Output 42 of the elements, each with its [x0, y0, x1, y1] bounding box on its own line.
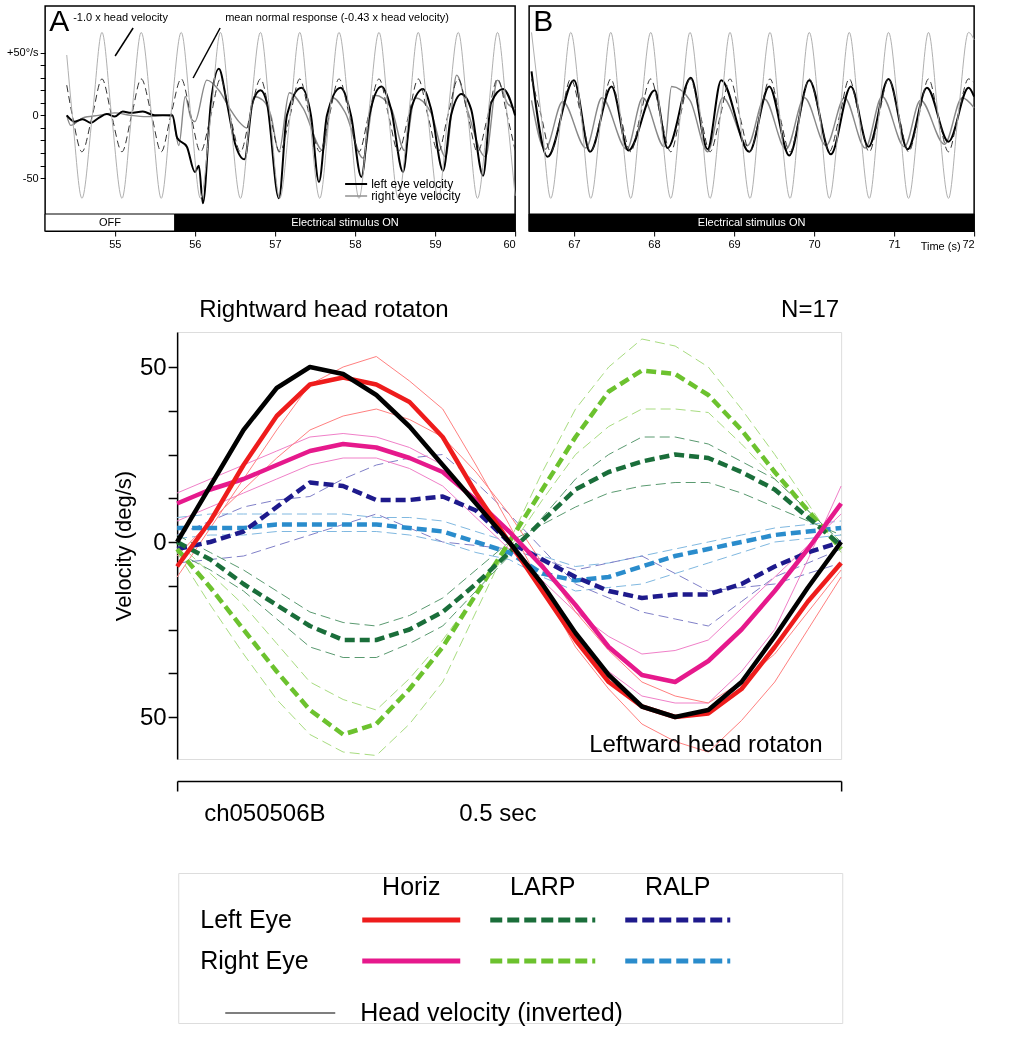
y-tick-label: 0: [153, 527, 167, 555]
line-series: [174, 522, 844, 583]
line-series: [176, 513, 842, 567]
band-label: OFF: [98, 215, 122, 228]
x-tick-label: 67: [568, 237, 581, 250]
text: Left Eye: [200, 905, 292, 933]
y-tick-label: 50: [139, 702, 167, 730]
x-tick-label: 56: [189, 237, 202, 250]
text: Right Eye: [200, 946, 309, 974]
annotation: A: [49, 4, 70, 37]
y-tick-label: +50°/s: [7, 46, 40, 59]
text: LARP: [510, 872, 576, 900]
y-tick-label: 50: [139, 352, 167, 380]
band-label: Electrical stimulus ON: [697, 215, 806, 228]
x-tick-label: 57: [269, 237, 282, 250]
x-tick-label: 71: [888, 237, 901, 250]
text: Rightward head rotaton: [199, 295, 449, 322]
x-tick-label: 70: [808, 237, 821, 250]
y-tick-label: 0: [32, 108, 39, 121]
x-tick-label: 69: [728, 237, 741, 250]
text: mean normal response (-0.43 x head velocity): [225, 11, 449, 23]
text: 0.5 sec: [459, 799, 537, 826]
x-axis-title: Time (s): [920, 239, 961, 252]
x-tick-label: 72: [962, 237, 975, 250]
x-tick-label: 60: [503, 237, 516, 250]
series-label: -1.0 x head velocity: [73, 11, 169, 23]
text: ch050506B: [204, 799, 326, 826]
x-tick-label: 58: [349, 237, 362, 250]
annotation: Leftward head rotaton: [589, 730, 823, 757]
x-tick-label: 55: [109, 237, 122, 250]
x-tick-label: 59: [429, 237, 442, 250]
legend-label: Head velocity (inverted): [360, 998, 623, 1026]
text: RALP: [645, 872, 711, 900]
legend-label: left eye velocity: [371, 177, 454, 191]
y-axis-title: Velocity (deg/s): [110, 470, 136, 622]
text: N=17: [781, 295, 840, 322]
text: Horiz: [382, 872, 441, 900]
line-series: [174, 480, 844, 601]
y-tick-label: -50: [22, 171, 39, 184]
band-label: Electrical stimulus ON: [291, 215, 399, 228]
annotation: B: [533, 4, 554, 37]
x-tick-label: 68: [648, 237, 661, 250]
